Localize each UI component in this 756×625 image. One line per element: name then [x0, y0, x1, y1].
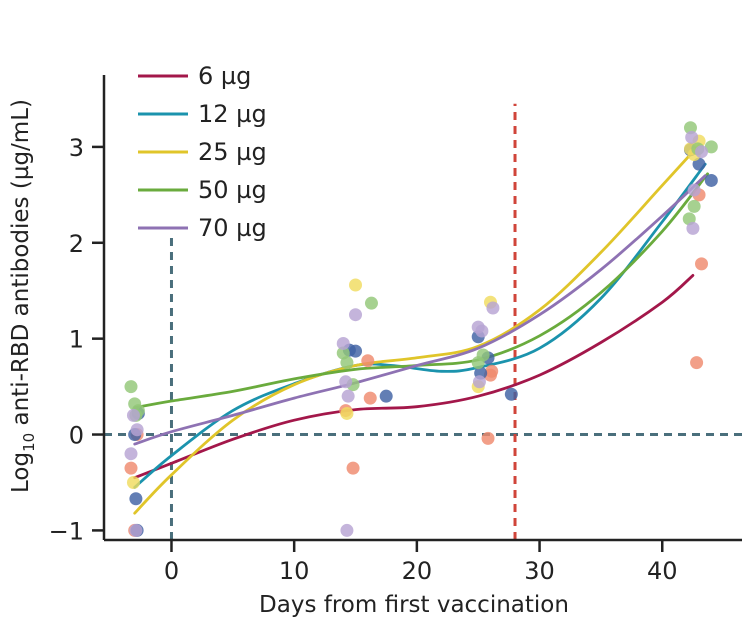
y-ticks: −1 0 1 2 3 [49, 134, 104, 545]
point-70ug-4 [336, 336, 350, 350]
reference-lines [104, 103, 742, 540]
point-12ug-13 [704, 173, 718, 187]
point-50ug-11 [687, 199, 701, 213]
point-70ug-12 [472, 375, 486, 389]
point-70ug-8 [340, 523, 354, 537]
point-70ug-6 [341, 389, 355, 403]
x-tick-label-30: 30 [524, 557, 555, 585]
axes [102, 75, 742, 542]
point-50ug-9 [476, 348, 490, 362]
point-6ug-5 [361, 354, 375, 368]
point-50ug-10 [683, 121, 697, 135]
point-12ug-6 [379, 389, 393, 403]
point-70ug-11 [486, 301, 500, 315]
point-12ug-12 [692, 157, 706, 171]
curve-12ug [133, 162, 707, 489]
point-70ug-13 [685, 130, 699, 144]
point-6ug-4 [346, 461, 360, 475]
legend-label-12ug: 12 µg [198, 100, 267, 128]
point-70ug-3 [129, 523, 143, 537]
point-70ug-1 [126, 408, 140, 422]
point-70ug-15 [695, 145, 709, 159]
point-70ug-16 [687, 183, 701, 197]
point-12ug-5 [349, 344, 363, 358]
legend-label-70ug: 70 µg [198, 214, 267, 242]
point-25ug-0 [126, 475, 140, 489]
point-70ug-10 [475, 324, 489, 338]
point-6ug-6 [363, 391, 377, 405]
x-ticks: 0 10 20 30 40 [164, 540, 678, 585]
data-points [124, 121, 718, 537]
y-axis-label: Log10 anti-RBD antibodies (µg/mL) [8, 99, 38, 493]
x-axis-label: Days from first vaccination [259, 592, 569, 618]
point-25ug-1 [340, 406, 354, 420]
point-6ug-0 [124, 461, 138, 475]
y-tick-label-3: 3 [69, 134, 84, 162]
curve-6ug [133, 274, 695, 480]
point-50ug-5 [340, 356, 354, 370]
point-12ug-10 [504, 387, 518, 401]
point-6ug-12 [695, 257, 709, 271]
curve-50ug [133, 172, 709, 410]
fitted-curves [133, 143, 709, 515]
x-tick-label-20: 20 [402, 557, 433, 585]
point-70ug-2 [130, 423, 144, 437]
point-6ug-10 [690, 356, 704, 370]
point-70ug-14 [686, 221, 700, 235]
legend: 6 µg 12 µg 25 µg 50 µg 70 µg [138, 62, 267, 242]
point-70ug-5 [339, 375, 353, 389]
legend-label-25ug: 25 µg [198, 138, 267, 166]
point-50ug-7 [364, 296, 378, 310]
point-50ug-13 [704, 140, 718, 154]
point-12ug-1 [129, 492, 143, 506]
y-tick-label--1: −1 [49, 517, 84, 545]
x-tick-label-10: 10 [279, 557, 310, 585]
curve-70ug [133, 174, 707, 446]
point-50ug-0 [124, 380, 138, 394]
point-25ug-2 [349, 278, 363, 292]
x-tick-label-0: 0 [164, 557, 179, 585]
legend-label-50ug: 50 µg [198, 176, 267, 204]
y-tick-label-1: 1 [69, 326, 84, 354]
x-tick-label-40: 40 [647, 557, 678, 585]
legend-label-6ug: 6 µg [198, 62, 251, 90]
point-70ug-7 [349, 308, 363, 322]
y-tick-label-2: 2 [69, 230, 84, 258]
y-tick-label-0: 0 [69, 422, 84, 450]
point-6ug-7 [481, 431, 495, 445]
curve-25ug [133, 143, 701, 515]
point-6ug-9 [485, 364, 499, 378]
point-70ug-0 [124, 447, 138, 461]
